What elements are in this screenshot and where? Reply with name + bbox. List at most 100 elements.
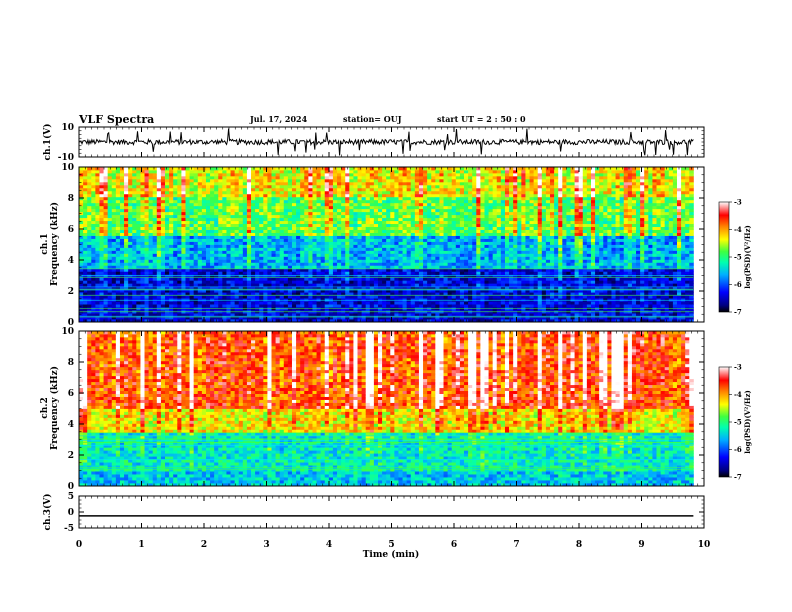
spectrogram-cell [222, 184, 227, 189]
spectrogram-cell [267, 241, 272, 245]
spectrogram-cell [156, 265, 162, 269]
spectrogram-cell [95, 178, 100, 183]
spectrogram-cell [316, 265, 322, 269]
spectrogram-cell [255, 172, 260, 177]
spectrogram-cell [95, 298, 100, 302]
spectrogram-cell [386, 280, 391, 284]
spectrogram-cell [259, 178, 264, 183]
spectrogram-cell [414, 289, 420, 293]
spectrogram-cell [464, 184, 469, 189]
spectrogram-cell [222, 292, 227, 296]
spectrogram-cell [316, 202, 322, 207]
spectrogram-cell [95, 271, 100, 275]
spectrogram-cell [210, 193, 215, 198]
spectrogram-cell [136, 316, 141, 320]
spectrogram-cell [111, 238, 117, 242]
spectrogram-cell [173, 241, 178, 245]
spectrogram-cell [156, 262, 162, 266]
spectrogram-cell [308, 262, 313, 266]
spectrogram-cell [238, 229, 244, 233]
spectrogram-cell [451, 220, 457, 225]
spectrogram-cell [185, 280, 190, 284]
spectrogram-cell [189, 274, 195, 278]
spectrogram-cell [259, 181, 264, 186]
spectrogram-cell [308, 235, 313, 239]
spectrogram-cell [418, 199, 424, 204]
spectrogram-cell [378, 262, 383, 266]
spectrogram-cell [246, 313, 252, 317]
spectrogram-cell [246, 316, 252, 320]
spectrogram-cell [234, 202, 240, 207]
spectrogram-cell [423, 169, 428, 174]
spectrogram-cell [95, 232, 100, 236]
spectrogram-cell [79, 301, 84, 305]
spectrogram-cell [316, 187, 322, 192]
spectrogram-cell [382, 286, 387, 290]
spectrogram-cell [283, 247, 289, 251]
spectrogram-cell [95, 244, 100, 248]
spectrogram-cell [455, 244, 461, 248]
spectrogram-cell [251, 295, 256, 299]
spectrogram-cell [205, 232, 211, 236]
spectrogram-cell [283, 283, 289, 287]
spectrogram-cell [435, 244, 440, 248]
spectrogram-cell [378, 184, 383, 189]
spectrogram-cell [160, 256, 166, 260]
spectrogram-cell [361, 205, 367, 210]
spectrogram-cell [341, 295, 346, 299]
spectrogram-cell [308, 229, 313, 233]
spectrogram-cell [271, 298, 276, 302]
spectrogram-cell [332, 208, 338, 213]
spectrogram-cell [177, 214, 182, 219]
spectrogram-cell [337, 250, 342, 254]
spectrogram-cell [468, 259, 473, 263]
spectrogram-cell [357, 193, 363, 198]
spectrogram-cell [423, 250, 428, 254]
spectrogram-cell [386, 217, 391, 222]
spectrogram-cell [115, 172, 121, 177]
spectrogram-cell [341, 232, 346, 236]
spectrogram-cell [414, 205, 420, 210]
spectrogram-cell [296, 217, 301, 222]
spectrogram-cell [443, 226, 449, 230]
spectrogram-cell [263, 175, 268, 180]
spectrogram-cell [386, 205, 391, 210]
spectrogram-cell [332, 223, 338, 228]
spectrogram-cell [464, 262, 469, 266]
spectrogram-cell [103, 274, 109, 278]
spectrogram-cell [341, 289, 346, 293]
spectrogram-cell [115, 184, 121, 189]
spectrogram-cell [464, 235, 469, 239]
spectrogram-cell [218, 262, 223, 266]
spectrogram-cell [279, 187, 285, 192]
spectrogram-cell [373, 211, 379, 216]
spectrogram-cell [357, 208, 363, 213]
spectrogram-cell [402, 319, 408, 323]
spectrogram-cell [320, 292, 326, 296]
spectrogram-cell [431, 229, 436, 233]
spectrogram-cell [238, 304, 244, 308]
spectrogram-cell [287, 196, 293, 201]
spectrogram-cell [308, 274, 313, 278]
spectrogram-cell [378, 286, 383, 290]
spectrogram-cell [418, 178, 424, 183]
spectrogram-cell [148, 205, 154, 210]
spectrogram-cell [435, 211, 440, 216]
spectrogram-cell [95, 241, 100, 245]
spectrogram-cell [410, 172, 416, 177]
spectrogram-cell [214, 187, 219, 192]
spectrogram-cell [226, 259, 231, 263]
spectrogram-cell [361, 232, 367, 236]
spectrogram-cell [328, 268, 334, 272]
spectrogram-cell [287, 202, 293, 207]
spectrogram-cell [410, 298, 416, 302]
spectrogram-cell [156, 217, 162, 222]
spectrogram-cell [357, 169, 363, 174]
spectrogram-cell [156, 193, 162, 198]
spectrogram-cell [373, 232, 379, 236]
spectrogram-cell [337, 169, 342, 174]
spectrogram-cell [435, 167, 440, 171]
spectrogram-cell [283, 280, 289, 284]
spectrogram-cell [119, 167, 125, 171]
spectrogram-cell [238, 319, 244, 323]
